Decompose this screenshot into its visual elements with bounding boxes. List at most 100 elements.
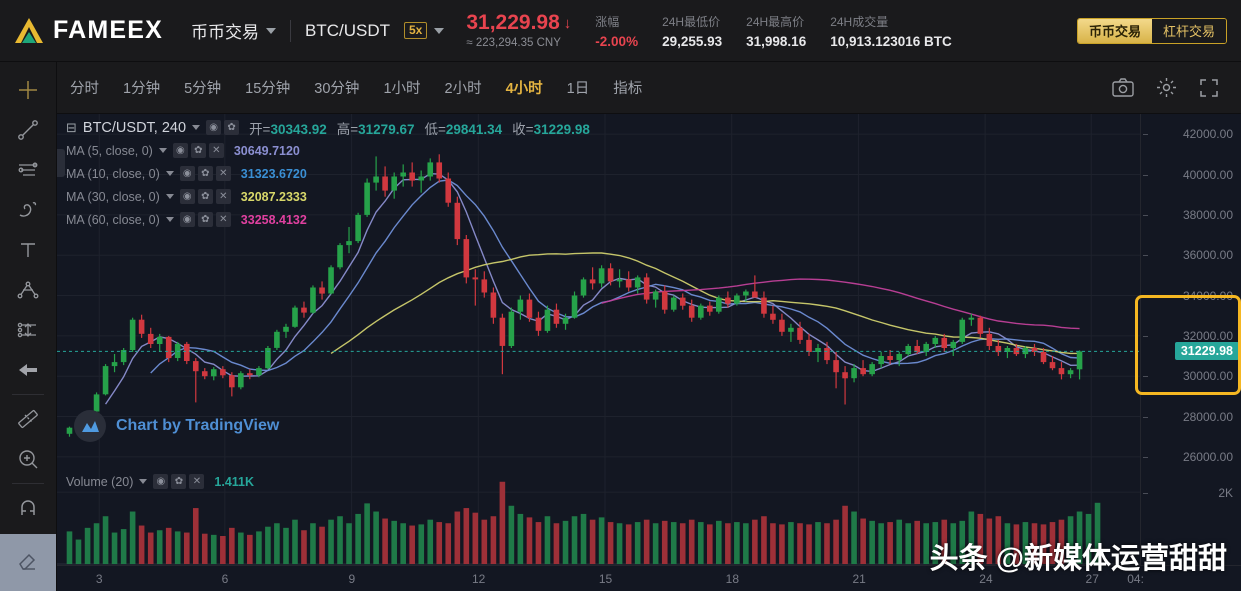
- rail-divider: [12, 483, 44, 484]
- price-axis-label: 36000.00: [1182, 248, 1233, 263]
- tf-5m[interactable]: 5分钟: [184, 81, 222, 97]
- eye-icon[interactable]: ◉: [179, 212, 195, 227]
- close-icon[interactable]: ✕: [215, 212, 231, 227]
- pitchfork-icon[interactable]: [8, 270, 48, 310]
- magnet-icon[interactable]: [8, 488, 48, 528]
- last-price-cny: ≈ 223,294.35 CNY: [466, 36, 561, 49]
- publisher-watermark: 头条 @新媒体运营甜甜: [929, 543, 1227, 575]
- chevron-down-icon[interactable]: [165, 194, 174, 199]
- price-axis[interactable]: 42000.00 40000.00 38000.00 36000.00 34000.00…: [1140, 114, 1241, 565]
- stat-volume: 24H成交量 10,913.123016 BTC: [830, 13, 952, 49]
- chevron-down-icon[interactable]: [165, 217, 174, 222]
- legend-ma30-row: MA (30, close, 0) ◉ ✿ ✕ 32087.2333: [66, 185, 590, 208]
- zoom-in-icon[interactable]: [8, 439, 48, 479]
- ruler-icon[interactable]: [8, 399, 48, 439]
- chevron-down-icon[interactable]: [158, 148, 167, 153]
- tf-indicators[interactable]: 指标: [613, 81, 643, 97]
- gear-icon[interactable]: ✿: [197, 212, 213, 227]
- axis-tick: [1143, 214, 1148, 216]
- trendline-icon[interactable]: [8, 110, 48, 150]
- time-axis-label: 21: [852, 572, 866, 586]
- camera-icon[interactable]: [1112, 77, 1134, 98]
- chevron-down-icon[interactable]: [165, 171, 174, 176]
- price-pane[interactable]: [57, 114, 1140, 469]
- drawing-tools-rail: [0, 62, 57, 591]
- close-icon[interactable]: ✕: [215, 189, 231, 204]
- arrow-left-icon[interactable]: [8, 350, 48, 390]
- gear-icon[interactable]: ✿: [197, 166, 213, 181]
- close-icon[interactable]: ✕: [189, 474, 205, 489]
- eye-icon[interactable]: ◉: [179, 166, 195, 181]
- legend-volume-value: 1.411K: [214, 474, 255, 489]
- eye-icon[interactable]: ◉: [179, 189, 195, 204]
- gear-icon[interactable]: ✿: [197, 189, 213, 204]
- current-price-tag: 31229.98: [1174, 342, 1239, 361]
- stat-volume-label: 24H成交量: [830, 14, 889, 29]
- axis-tick: [1143, 493, 1148, 495]
- tf-1h[interactable]: 1小时: [383, 81, 421, 97]
- eye-icon[interactable]: ◉: [206, 120, 222, 135]
- stat-change: 涨幅 -2.00%: [595, 13, 638, 49]
- tf-1m[interactable]: 1分钟: [123, 81, 161, 97]
- legend-volume-row: Volume (20) ◉ ✿ ✕ 1.411K: [66, 470, 254, 493]
- gear-icon[interactable]: ✿: [171, 474, 187, 489]
- tf-fenshi[interactable]: 分时: [70, 81, 99, 97]
- legend-symbol-title: BTC/USDT, 240: [82, 119, 187, 136]
- price-axis-label: 38000.00: [1182, 207, 1233, 222]
- stat-low: 24H最低价 29,255.93: [662, 13, 722, 49]
- legend-ma30-value: 32087.2333: [240, 189, 307, 204]
- tf-4h[interactable]: 4小时: [505, 81, 543, 97]
- axis-tick: [1143, 255, 1148, 257]
- legend-ma30-name: MA (30, close, 0): [66, 189, 160, 204]
- forecast-icon[interactable]: [8, 310, 48, 350]
- pane-collapse-handle[interactable]: [56, 149, 65, 177]
- volume-plot: [57, 469, 1140, 565]
- eraser-tool-group[interactable]: [0, 534, 56, 591]
- time-axis[interactable]: 3 6 9 12 15 18 21 24 27 04:: [57, 565, 1241, 591]
- price-axis-label: 30000.00: [1182, 369, 1233, 384]
- tradingview-watermark: Chart by TradingView: [74, 410, 279, 442]
- fullscreen-icon[interactable]: [1199, 77, 1219, 98]
- pair-selector[interactable]: BTC/USDT 5x: [305, 21, 445, 41]
- tf-15m[interactable]: 15分钟: [245, 81, 291, 97]
- gear-icon[interactable]: ✿: [190, 143, 206, 158]
- trade-mode-toggle[interactable]: 币币交易 杠杆交易: [1076, 17, 1227, 44]
- mode-spot-button[interactable]: 币币交易: [1077, 18, 1152, 43]
- mode-margin-button[interactable]: 杠杆交易: [1151, 18, 1226, 43]
- axis-tick: [1143, 376, 1148, 378]
- gear-icon[interactable]: [1156, 77, 1177, 98]
- time-axis-label: 27: [1085, 572, 1099, 586]
- tf-1d[interactable]: 1日: [566, 81, 590, 97]
- market-type-selector[interactable]: 币币交易: [191, 18, 276, 43]
- eye-icon[interactable]: ◉: [153, 474, 169, 489]
- eye-icon[interactable]: ◉: [172, 143, 188, 158]
- text-icon[interactable]: [8, 230, 48, 270]
- market-type-label: 币币交易: [191, 23, 259, 42]
- stat-high-label: 24H最高价: [746, 14, 805, 29]
- axis-tick: [1143, 335, 1148, 337]
- tf-30m[interactable]: 30分钟: [314, 81, 360, 97]
- legend-ma10-value: 31323.6720: [240, 166, 307, 181]
- eraser-icon[interactable]: [8, 541, 48, 581]
- legend-ma60-row: MA (60, close, 0) ◉ ✿ ✕ 33258.4132: [66, 208, 590, 231]
- brand-logo[interactable]: FAMEEX: [14, 16, 163, 45]
- close-icon[interactable]: ✕: [215, 166, 231, 181]
- chart-container[interactable]: ⊟ BTC/USDT, 240 ◉ ✿ 开=30343.92 高=31279.6…: [56, 114, 1241, 591]
- gear-icon[interactable]: ✿: [224, 120, 240, 135]
- price-axis-label: 42000.00: [1182, 127, 1233, 142]
- volume-pane[interactable]: Volume (20) ◉ ✿ ✕ 1.411K: [57, 469, 1140, 565]
- legend-ma10-row: MA (10, close, 0) ◉ ✿ ✕ 31323.6720: [66, 162, 590, 185]
- legend-ma5-value: 30649.7120: [233, 143, 300, 158]
- close-icon[interactable]: ✕: [208, 143, 224, 158]
- fib-icon[interactable]: [8, 150, 48, 190]
- tf-2h[interactable]: 2小时: [444, 81, 482, 97]
- leverage-badge[interactable]: 5x: [404, 21, 428, 40]
- stat-high-value: 31,998.16: [746, 33, 807, 49]
- minimize-icon[interactable]: ⊟: [66, 119, 77, 135]
- brush-icon[interactable]: [8, 190, 48, 230]
- crosshair-icon[interactable]: [8, 70, 48, 110]
- chevron-down-icon[interactable]: [139, 479, 148, 484]
- ohlc-close: 收=31229.98: [512, 121, 590, 137]
- fameex-logo-icon: [14, 17, 44, 45]
- chevron-down-icon[interactable]: [192, 125, 201, 130]
